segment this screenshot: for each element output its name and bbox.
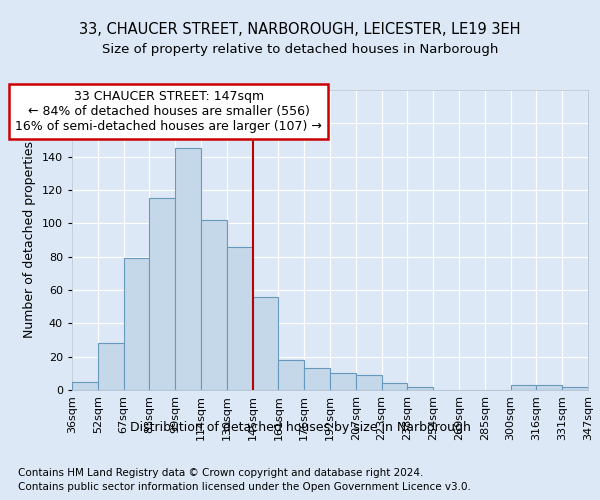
Text: Contains HM Land Registry data © Crown copyright and database right 2024.: Contains HM Land Registry data © Crown c… <box>18 468 424 477</box>
Bar <box>149 198 175 390</box>
Bar <box>356 375 382 390</box>
Bar <box>536 385 562 390</box>
Bar <box>407 386 433 390</box>
Bar <box>562 386 588 390</box>
Text: 33 CHAUCER STREET: 147sqm
← 84% of detached houses are smaller (556)
16% of semi: 33 CHAUCER STREET: 147sqm ← 84% of detac… <box>16 90 322 133</box>
Bar <box>511 385 536 390</box>
Bar <box>330 374 356 390</box>
Bar <box>227 246 253 390</box>
Text: Contains public sector information licensed under the Open Government Licence v3: Contains public sector information licen… <box>18 482 471 492</box>
Bar <box>253 296 278 390</box>
Text: 33, CHAUCER STREET, NARBOROUGH, LEICESTER, LE19 3EH: 33, CHAUCER STREET, NARBOROUGH, LEICESTE… <box>79 22 521 38</box>
Bar <box>382 384 407 390</box>
Bar <box>175 148 201 390</box>
Y-axis label: Number of detached properties: Number of detached properties <box>23 142 36 338</box>
Text: Distribution of detached houses by size in Narborough: Distribution of detached houses by size … <box>130 421 470 434</box>
Bar <box>72 382 98 390</box>
Bar <box>124 258 149 390</box>
Bar <box>304 368 330 390</box>
Bar <box>201 220 227 390</box>
Bar <box>278 360 304 390</box>
Bar <box>98 344 124 390</box>
Text: Size of property relative to detached houses in Narborough: Size of property relative to detached ho… <box>102 42 498 56</box>
